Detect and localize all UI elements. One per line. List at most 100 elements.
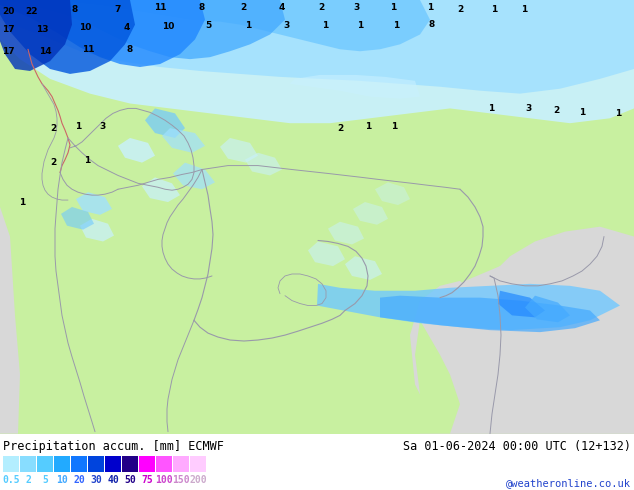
Bar [190,456,206,472]
Polygon shape [0,0,634,123]
Polygon shape [173,163,215,189]
Text: 2: 2 [50,158,56,167]
Text: 3: 3 [525,104,531,113]
Polygon shape [245,153,282,175]
Polygon shape [0,0,205,67]
Text: 2: 2 [25,475,31,485]
Text: 10: 10 [79,23,91,32]
Text: 2: 2 [553,106,559,115]
Text: 2: 2 [457,5,463,14]
Bar [71,456,87,472]
Text: 1: 1 [521,5,527,14]
Text: 1: 1 [615,109,621,118]
Text: @weatheronline.co.uk: @weatheronline.co.uk [506,478,631,488]
Text: 20: 20 [2,7,14,16]
Text: 1: 1 [491,5,497,14]
Text: 13: 13 [36,25,48,34]
Polygon shape [498,291,545,318]
Text: 150: 150 [172,475,190,485]
Text: 1: 1 [579,108,585,117]
Polygon shape [475,227,634,434]
Polygon shape [145,108,185,138]
Text: 8: 8 [72,5,78,14]
Text: 2: 2 [337,123,343,133]
Text: 22: 22 [26,7,38,16]
Polygon shape [410,281,490,434]
Text: 3: 3 [100,122,106,131]
Polygon shape [290,75,420,98]
Text: 4: 4 [124,23,130,32]
Text: 8: 8 [199,3,205,12]
Bar [156,456,172,472]
Polygon shape [142,177,180,202]
Polygon shape [162,128,205,153]
Text: 1: 1 [488,104,494,113]
Polygon shape [220,138,258,163]
Polygon shape [0,207,20,434]
Text: Sa 01-06-2024 00:00 UTC (12+132): Sa 01-06-2024 00:00 UTC (12+132) [403,440,631,453]
Polygon shape [80,219,114,242]
Text: 14: 14 [39,47,51,56]
Text: 1: 1 [365,122,371,131]
Text: 17: 17 [2,25,15,34]
Polygon shape [525,295,570,322]
Polygon shape [380,295,600,332]
Bar [139,456,155,472]
Polygon shape [76,192,112,215]
Polygon shape [61,207,94,230]
Polygon shape [410,320,460,434]
Text: 1: 1 [84,156,90,165]
Polygon shape [308,242,345,266]
Bar [3,456,19,472]
Bar [88,456,104,472]
Text: 8: 8 [429,20,435,29]
Bar [54,456,70,472]
Text: 11: 11 [82,45,94,54]
Text: 75: 75 [141,475,153,485]
Polygon shape [118,138,155,163]
Polygon shape [353,202,388,225]
Text: 4: 4 [279,3,285,12]
Polygon shape [0,0,72,71]
Text: 20: 20 [73,475,85,485]
Polygon shape [317,284,620,330]
Text: 1: 1 [19,197,25,207]
Text: Precipitation accum. [mm] ECMWF: Precipitation accum. [mm] ECMWF [3,440,224,453]
Polygon shape [345,256,382,280]
Text: 1: 1 [75,122,81,131]
Polygon shape [0,0,285,59]
Text: 3: 3 [353,3,359,12]
Text: 5: 5 [205,21,211,30]
Text: 11: 11 [154,3,166,12]
Text: 2: 2 [50,123,56,133]
Polygon shape [0,0,634,94]
Bar [37,456,53,472]
Text: 30: 30 [90,475,102,485]
Text: 1: 1 [427,3,433,12]
Text: 40: 40 [107,475,119,485]
Bar [173,456,189,472]
Polygon shape [375,182,410,205]
Text: 1: 1 [357,21,363,30]
Text: 3: 3 [284,21,290,30]
Polygon shape [0,0,634,434]
Text: 1: 1 [393,21,399,30]
Text: 0.5: 0.5 [2,475,20,485]
Text: 1: 1 [245,21,251,30]
Text: 2: 2 [240,3,246,12]
Polygon shape [0,0,430,51]
Text: 50: 50 [124,475,136,485]
Text: 10: 10 [162,22,174,31]
Text: 10: 10 [56,475,68,485]
Polygon shape [328,222,364,245]
Text: 100: 100 [155,475,173,485]
Text: 1: 1 [322,21,328,30]
Polygon shape [415,242,634,434]
Text: 1: 1 [391,122,397,131]
Text: 8: 8 [127,45,133,54]
Text: 1: 1 [390,3,396,12]
Text: 7: 7 [115,5,121,14]
Text: 200: 200 [189,475,207,485]
Bar [105,456,121,472]
Text: 5: 5 [42,475,48,485]
